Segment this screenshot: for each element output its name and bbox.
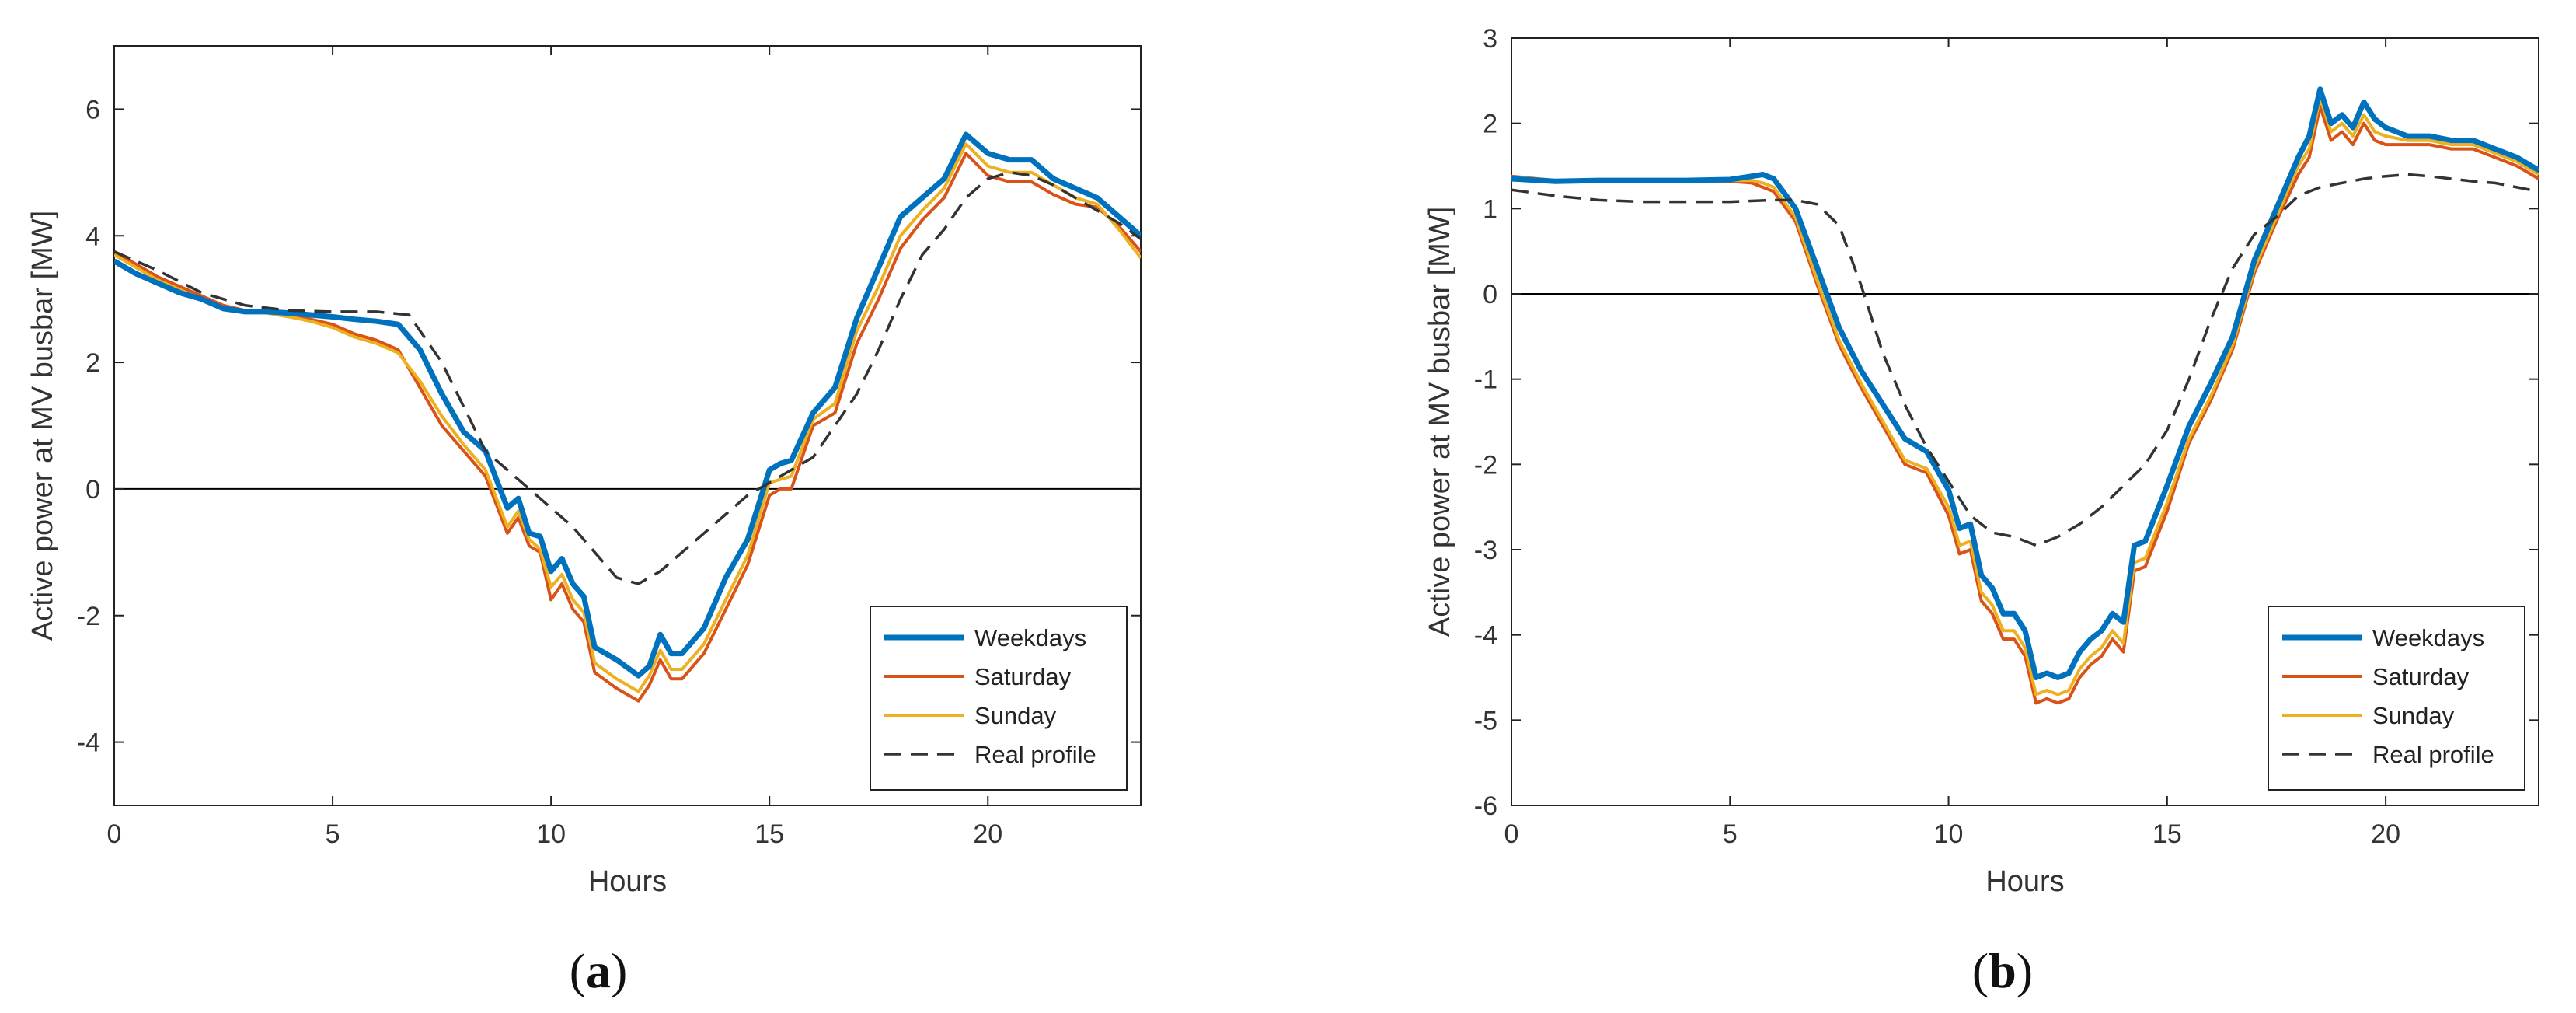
series-line-saturday bbox=[114, 152, 1141, 703]
x-axis-label: Hours bbox=[588, 865, 667, 898]
x-tick-label: 5 bbox=[326, 819, 340, 849]
y-tick-label: -2 bbox=[1474, 450, 1497, 480]
x-tick-label: 10 bbox=[536, 819, 566, 849]
chart-panel-a: 0 5 10 15 20 -4 -2 0 2 4 6 Hours Active power at MV … bbox=[26, 45, 1142, 998]
y-tick-label: 1 bbox=[1483, 194, 1497, 224]
panel-label: b bbox=[1989, 943, 2017, 998]
y-tick-label: 0 bbox=[1483, 280, 1497, 309]
series-line-weekdays bbox=[114, 131, 1141, 679]
x-tick-label: 20 bbox=[2371, 819, 2400, 849]
x-tick-label: 10 bbox=[1934, 819, 1964, 849]
y-axis-label: Active power at MV busbar [MW] bbox=[26, 211, 59, 641]
y-tick-label: -5 bbox=[1474, 706, 1497, 735]
legend-label: Real profile bbox=[974, 741, 1096, 768]
y-tick-label: 0 bbox=[85, 475, 100, 505]
panel-caption: (b) bbox=[1972, 943, 2033, 998]
y-tick-label: -3 bbox=[1474, 536, 1497, 565]
panel-label: a bbox=[586, 943, 611, 998]
x-axis-label: Hours bbox=[1985, 865, 2064, 898]
series-line-sunday bbox=[114, 142, 1141, 693]
y-axis-label: Active power at MV busbar [MW] bbox=[1424, 207, 1456, 637]
x-tick-label: 0 bbox=[1504, 819, 1519, 849]
chart-a: 0 5 10 15 20 -4 -2 0 2 4 6 Hours Active power at MV … bbox=[26, 45, 1142, 998]
y-tick-label: 3 bbox=[1483, 24, 1497, 54]
chart-panel-b: 0 5 10 15 20 -6 -5 -4 -3 -2 -1 0 1 2 3 Hours Active powe… bbox=[1288, 0, 2575, 1013]
legend-label: Sunday bbox=[974, 702, 1057, 729]
legend-label: Weekdays bbox=[2372, 624, 2484, 651]
y-tick-label: 4 bbox=[85, 222, 100, 251]
series-line-real-profile bbox=[1511, 173, 2539, 547]
chart-b: 0 5 10 15 20 -6 -5 -4 -3 -2 -1 0 1 2 3 Hours Active powe… bbox=[1424, 24, 2539, 998]
legend-label: Real profile bbox=[2372, 741, 2494, 768]
y-tick-label: -4 bbox=[1474, 621, 1497, 651]
legend-label: Sunday bbox=[2372, 702, 2455, 729]
x-tick-label: 15 bbox=[755, 819, 784, 849]
legend-label: Saturday bbox=[2372, 663, 2470, 690]
x-tick-label: 20 bbox=[973, 819, 1002, 849]
series-line-weekdays bbox=[1511, 86, 2539, 680]
x-tick-label: 0 bbox=[107, 819, 122, 849]
y-tick-label: -6 bbox=[1474, 791, 1497, 821]
y-tick-label: 2 bbox=[85, 348, 100, 378]
legend-label: Saturday bbox=[974, 663, 1072, 690]
panel-caption: (a) bbox=[570, 943, 628, 998]
y-tick-label: -4 bbox=[77, 728, 100, 758]
x-tick-label: 5 bbox=[1723, 819, 1738, 849]
y-tick-label: 2 bbox=[1483, 110, 1497, 139]
y-tick-label: -2 bbox=[77, 602, 100, 631]
series-line-sunday bbox=[1511, 96, 2539, 697]
y-tick-label: -1 bbox=[1474, 365, 1497, 395]
legend-label: Weekdays bbox=[974, 624, 1086, 651]
series-line-real-profile bbox=[114, 171, 1141, 585]
y-tick-label: 6 bbox=[85, 95, 100, 124]
x-tick-label: 15 bbox=[2152, 819, 2182, 849]
